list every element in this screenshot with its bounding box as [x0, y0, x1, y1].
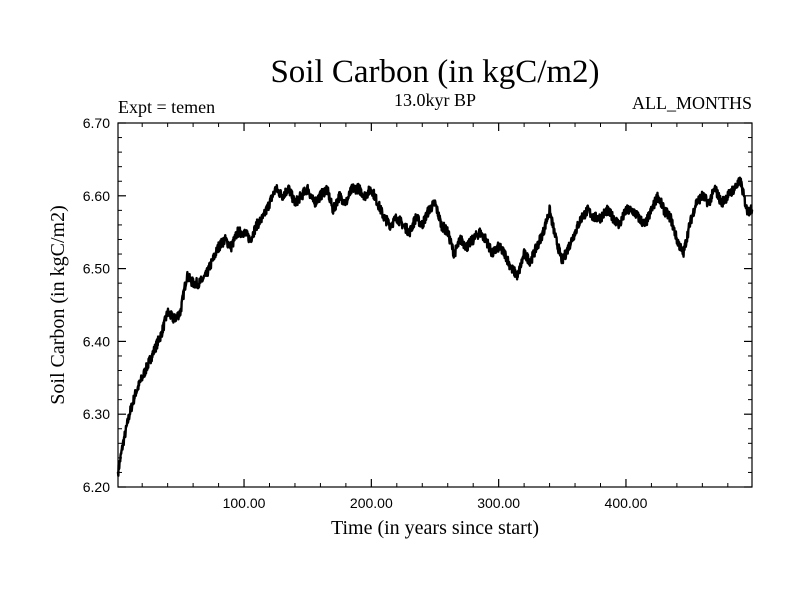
plot-area: [116, 122, 754, 488]
y-tick-label: 6.20: [83, 479, 110, 495]
chart-title: Soil Carbon (in kgC/m2): [270, 54, 599, 90]
x-tick-label: 200.00: [350, 495, 393, 511]
experiment-label: Expt = temen: [118, 97, 215, 117]
x-tick-label: 400.00: [605, 495, 648, 511]
series-line: [116, 176, 754, 477]
months-label: ALL_MONTHS: [632, 93, 752, 113]
x-axis: 100.00 200.00 300.00 400.00: [141, 123, 729, 511]
y-tick-label: 6.40: [83, 333, 110, 349]
x-axis-label: Time (in years since start): [331, 517, 539, 539]
y-axis-label: Soil Carbon (in kgC/m2): [47, 205, 69, 404]
y-tick-label: 6.30: [83, 406, 110, 422]
y-tick-label: 6.60: [83, 188, 110, 204]
plot-frame: [117, 122, 753, 488]
x-tick-label: 300.00: [477, 495, 520, 511]
y-tick-label: 6.70: [83, 115, 110, 131]
x-tick-label: 100.00: [223, 495, 266, 511]
period-label: 13.0kyr BP: [394, 90, 476, 110]
y-tick-label: 6.50: [83, 261, 110, 277]
y-axis: 6.20 6.30 6.40 6.50 6.60 6.70: [83, 115, 752, 495]
